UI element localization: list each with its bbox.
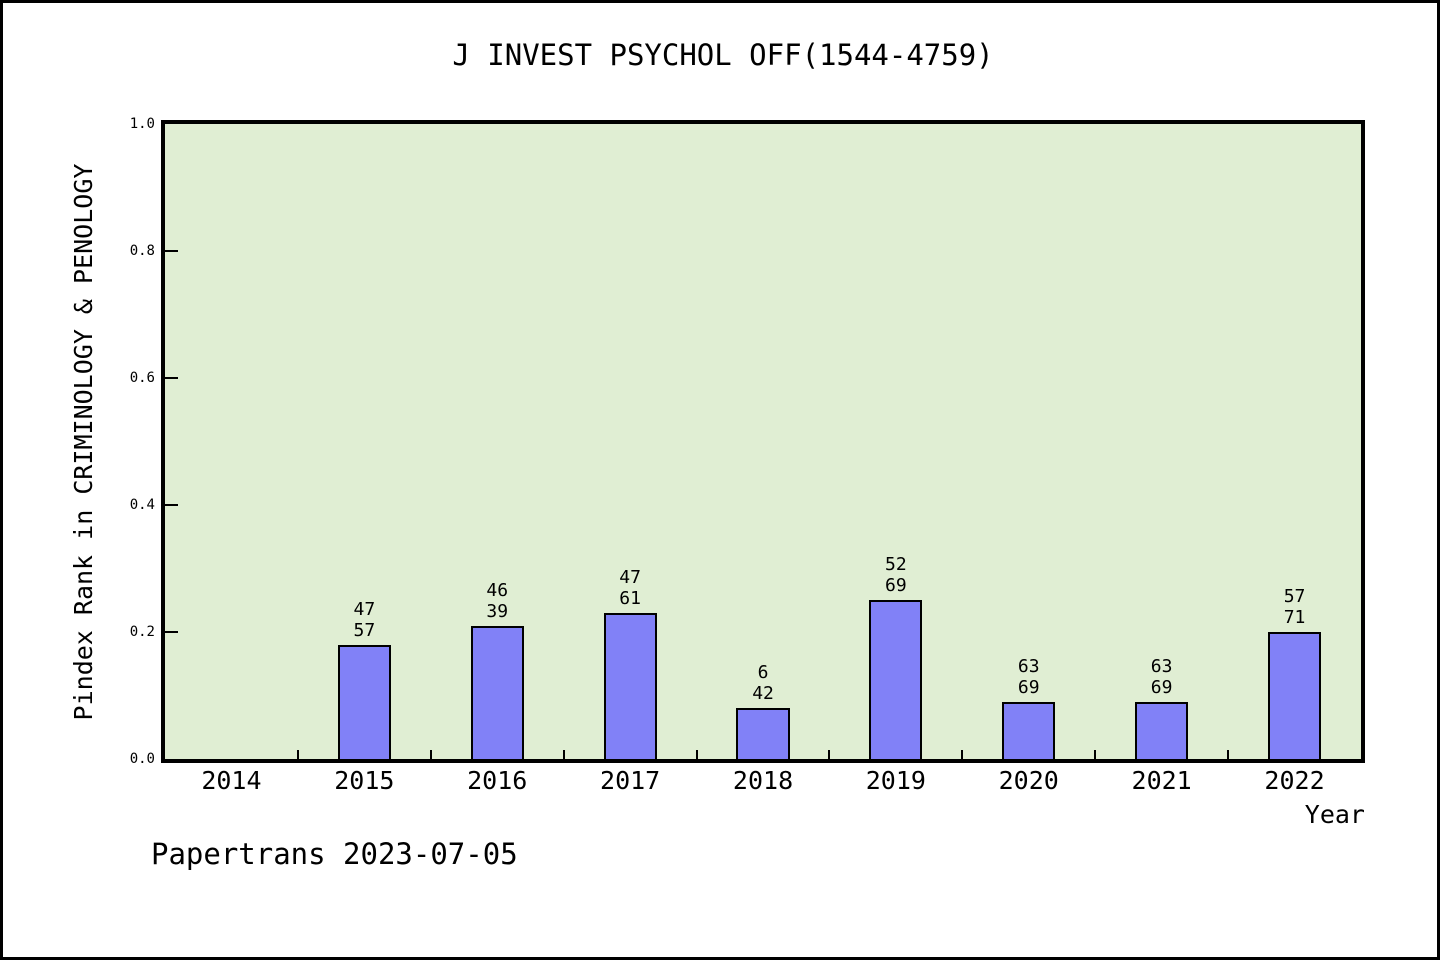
- x-tick-label-2014: 2014: [201, 766, 262, 795]
- bar-label-2021: 63 69: [1150, 656, 1173, 698]
- y-tick-label-0.8: 0.8: [129, 243, 155, 259]
- y-axis-tick-0.2: [165, 631, 178, 633]
- y-tick-label-0.2: 0.2: [129, 624, 155, 640]
- chart-title: J INVEST PSYCHOL OFF(1544-4759): [452, 38, 994, 72]
- x-axis-tick: [1094, 750, 1097, 759]
- x-tick-label-2021: 2021: [1131, 766, 1192, 795]
- x-tick-label-2019: 2019: [865, 766, 926, 795]
- bar-2021: [1135, 702, 1189, 759]
- y-tick-label-0.0: 0.0: [129, 751, 155, 767]
- y-axis-label: Pindex Rank in CRIMINOLOGY & PENOLOGY: [69, 163, 98, 721]
- bar-2016: [470, 626, 524, 759]
- bar-2017: [603, 613, 657, 759]
- y-tick-label-1.0: 1.0: [129, 116, 155, 132]
- bar-label-2017: 47 61: [619, 567, 641, 609]
- x-axis-tick: [695, 750, 698, 759]
- bar-label-2019: 52 69: [884, 554, 907, 596]
- bar-2015: [337, 645, 391, 759]
- bar-2019: [869, 600, 923, 759]
- x-axis-tick: [562, 750, 565, 759]
- x-axis-title: Year: [1304, 800, 1365, 829]
- x-axis-tick: [961, 750, 964, 759]
- y-axis-tick-0.6: [165, 377, 178, 379]
- bar-label-2022: 57 71: [1283, 586, 1306, 628]
- x-tick-label-2017: 2017: [600, 766, 661, 795]
- bar-2020: [1002, 702, 1056, 759]
- y-tick-label-0.4: 0.4: [129, 497, 155, 513]
- watermark-text: Papertrans 2023-07-05: [151, 837, 518, 871]
- x-axis-tick: [429, 750, 432, 759]
- x-tick-label-2016: 2016: [467, 766, 528, 795]
- x-tick-label-2022: 2022: [1264, 766, 1325, 795]
- bar-label-2018: 6 42: [752, 662, 774, 704]
- bar-label-2015: 47 57: [353, 599, 376, 641]
- x-tick-label-2018: 2018: [732, 766, 794, 795]
- y-tick-label-0.6: 0.6: [129, 370, 155, 386]
- bar-2018: [736, 708, 790, 759]
- bar-2022: [1268, 632, 1322, 759]
- x-axis-tick: [828, 750, 831, 759]
- y-axis-tick-0.4: [165, 504, 178, 506]
- x-tick-label-2015: 2015: [334, 766, 395, 795]
- plot-area: 47 57 46 39 47 61 6 42 52 69 63 69 63 69 57 71: [161, 120, 1365, 763]
- x-axis-tick: [1227, 750, 1230, 759]
- x-axis-tick: [296, 750, 299, 759]
- x-tick-label-2020: 2020: [998, 766, 1059, 795]
- bar-label-2016: 46 39: [486, 580, 509, 622]
- bar-label-2020: 63 69: [1017, 656, 1040, 698]
- y-axis-tick-0.8: [165, 250, 178, 252]
